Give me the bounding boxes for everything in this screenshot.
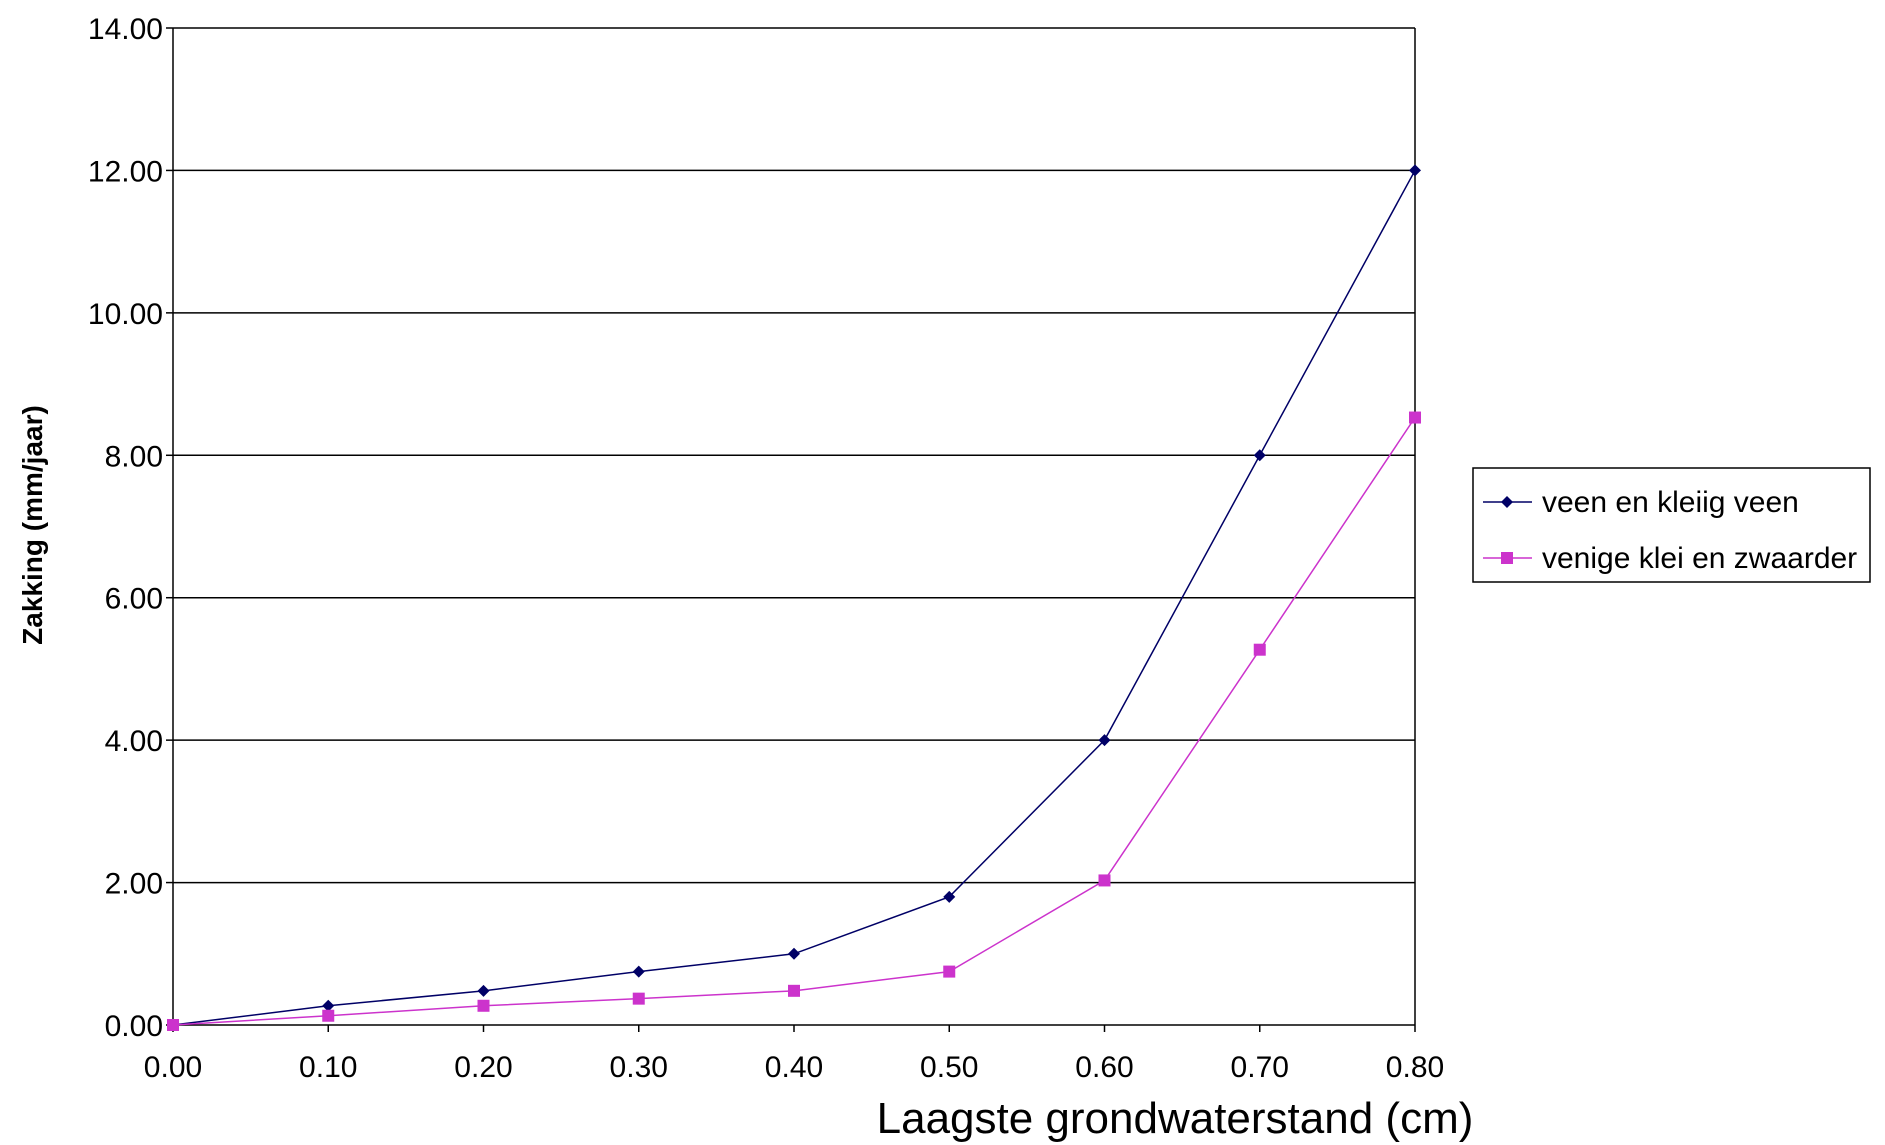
axes (166, 27, 1416, 1032)
x-axis-title: Laagste grondwaterstand (cm) (877, 1094, 1474, 1143)
legend-label-1: venige klei en zwaarder (1542, 542, 1857, 575)
x-tick-label-6: 0.60 (1075, 1051, 1133, 1084)
x-tick-label-4: 0.40 (765, 1051, 823, 1084)
data-point-1-6 (1098, 874, 1111, 887)
x-tick-labels: 0.00 0.10 0.20 0.30 0.40 0.50 0.60 0.70 0.80 (144, 1051, 1444, 1084)
data-point-1-5 (943, 965, 956, 978)
legend-marker-0 (1501, 496, 1513, 508)
legend: veen en kleiig veen venige klei en zwaard… (1472, 467, 1871, 583)
x-tick-label-3: 0.30 (610, 1051, 668, 1084)
legend-marker-1 (1501, 552, 1513, 564)
y-tick-labels: 0.00 2.00 4.00 6.00 8.00 10.00 12.00 14.00 (88, 13, 163, 1043)
data-point-1-4 (788, 984, 800, 997)
x-tick-label-1: 0.10 (299, 1051, 357, 1084)
series-1 (167, 411, 1421, 1031)
y-tick-label-0: 0.00 (105, 1010, 163, 1043)
data-point-0-4 (788, 947, 800, 960)
data-point-0-7 (1253, 449, 1266, 462)
data-point-0-5 (943, 890, 956, 903)
x-tick-label-8: 0.80 (1386, 1051, 1444, 1084)
data-point-1-8 (1409, 411, 1421, 424)
x-tick-label-2: 0.20 (454, 1051, 512, 1084)
y-tick-label-6: 12.00 (88, 155, 163, 188)
y-tick-label-5: 10.00 (88, 298, 163, 331)
legend-label-0: veen en kleiig veen (1542, 486, 1799, 519)
data-point-1-1 (322, 1009, 335, 1022)
data-point-1-7 (1253, 643, 1266, 656)
data-point-0-2 (477, 984, 490, 997)
data-point-1-2 (477, 999, 490, 1012)
x-tick-label-0: 0.00 (144, 1051, 202, 1084)
data-point-0-1 (322, 999, 335, 1012)
y-tick-label-3: 6.00 (105, 583, 163, 616)
data-point-0-8 (1409, 164, 1421, 177)
data-point-0-6 (1098, 734, 1111, 747)
series-lines (167, 164, 1421, 1031)
y-tick-label-7: 14.00 (88, 13, 163, 46)
x-tick-label-5: 0.50 (920, 1051, 978, 1084)
gridlines (173, 27, 1415, 884)
y-axis-title: Zakking (mm/jaar) (17, 405, 48, 645)
y-tick-label-4: 8.00 (105, 440, 163, 473)
data-point-0-3 (632, 965, 645, 978)
y-tick-label-2: 4.00 (105, 725, 163, 758)
y-tick-label-1: 2.00 (105, 868, 163, 901)
x-tick-label-7: 0.70 (1231, 1051, 1289, 1084)
data-point-1-3 (632, 992, 645, 1005)
data-point-1-0 (167, 1019, 179, 1031)
series-0 (167, 164, 1421, 1031)
legend-box (1472, 467, 1871, 583)
